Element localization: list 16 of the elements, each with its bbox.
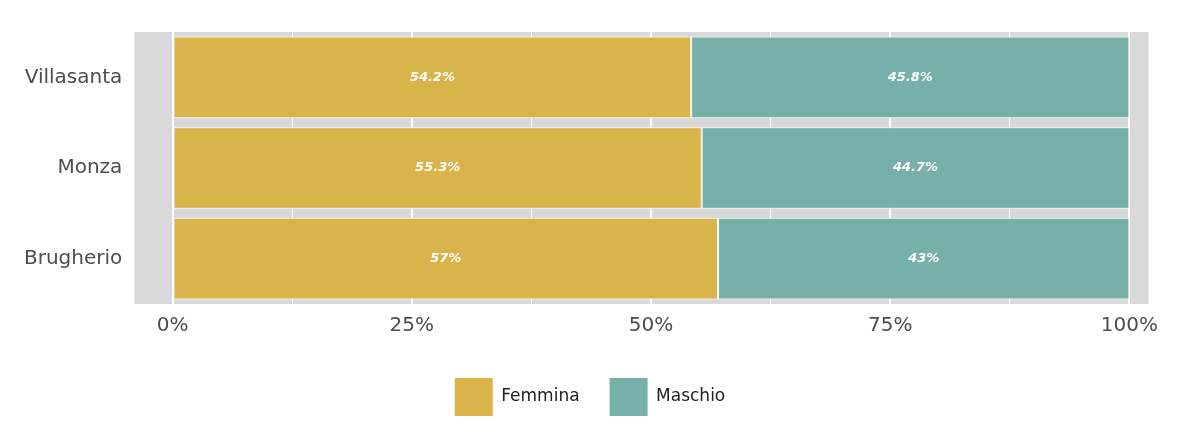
x-tick-label: 0% [156, 312, 189, 337]
data-label: 45.8% [886, 68, 933, 84]
y-tick-label: Villasanta [24, 63, 123, 88]
data-label: 55.3% [415, 159, 461, 175]
x-tick-label: 75% [867, 312, 913, 337]
data-label: 54.2% [409, 68, 455, 84]
data-label: 44.7% [892, 159, 939, 175]
legend-label: Femmina [501, 385, 580, 406]
x-tick-label: 50% [628, 312, 674, 337]
y-tick-label: Brugherio [24, 244, 123, 269]
y-tick-label: Monza [57, 154, 123, 179]
data-label: 57% [430, 250, 462, 266]
legend-label: Maschio [656, 385, 726, 406]
data-label: 43% [907, 250, 940, 266]
x-tick-label: 100% [1100, 312, 1158, 337]
x-tick-label: 25% [389, 312, 435, 337]
